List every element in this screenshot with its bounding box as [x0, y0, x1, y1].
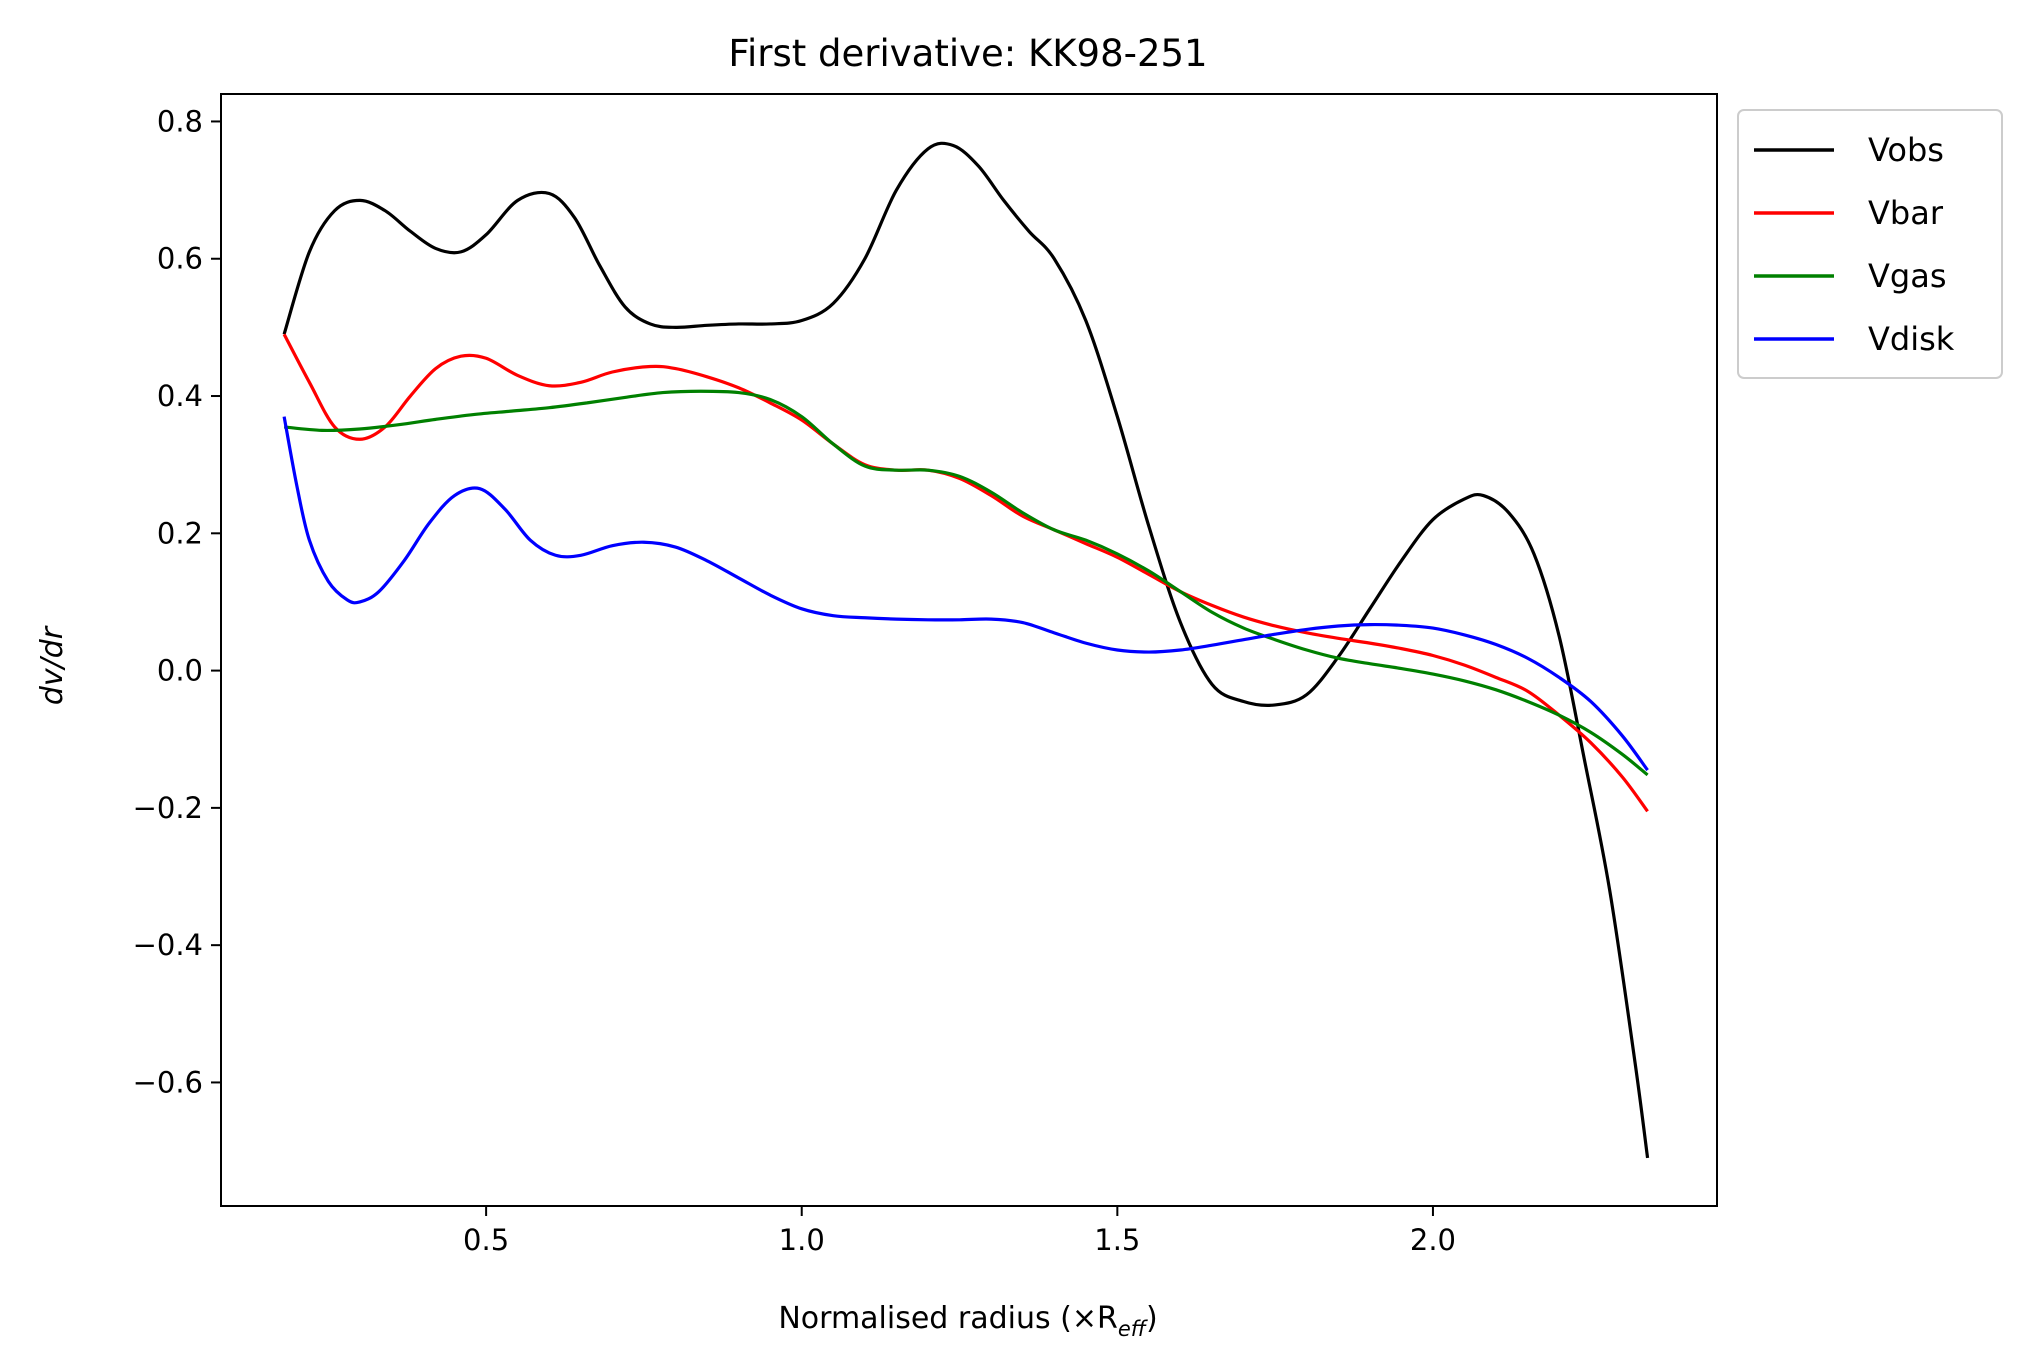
legend: Vobs Vbar Vgas Vdisk: [1737, 109, 2003, 379]
series-line-vdisk: [282, 416, 1649, 772]
legend-label-vbar: Vbar: [1868, 194, 1944, 232]
series-layer: [282, 141, 1650, 1159]
y-tick-label: −0.4: [133, 928, 203, 962]
y-axis: −0.6 −0.4 −0.2 0.0 0.2 0.4 0.6 0.8: [133, 104, 221, 1099]
y-tick-label: −0.6: [133, 1065, 203, 1099]
y-tick-label: 0.6: [157, 242, 203, 276]
y-tick-label: 0.4: [157, 379, 203, 413]
y-tick-label: 0.0: [157, 654, 203, 688]
legend-label-vobs: Vobs: [1868, 131, 1944, 169]
series-line-vobs: [282, 141, 1650, 1159]
y-tick-label: 0.8: [157, 104, 203, 138]
x-tick-label: 2.0: [1410, 1223, 1456, 1257]
x-axis-label-subscript: eff: [1118, 1317, 1149, 1341]
x-tick-label: 0.5: [463, 1223, 509, 1257]
legend-label-vdisk: Vdisk: [1868, 320, 1955, 358]
legend-label-vgas: Vgas: [1868, 257, 1946, 295]
y-tick-label: −0.2: [133, 791, 203, 825]
x-axis-label: Normalised radius (×Reff): [778, 1301, 1157, 1341]
plot-frame: [220, 93, 1718, 1207]
series-line-vbar: [282, 333, 1649, 813]
y-tick-label: 0.2: [157, 516, 203, 550]
x-axis-label-close: ): [1146, 1301, 1158, 1336]
series-line-vgas: [283, 389, 1649, 777]
x-tick-label: 1.5: [1094, 1223, 1140, 1257]
x-axis-label-main: Normalised radius (×R: [778, 1301, 1118, 1336]
y-axis-label: dv/dr: [35, 625, 70, 705]
x-axis: 0.5 1.0 1.5 2.0: [463, 1206, 1456, 1257]
legend-box: [1737, 109, 2003, 379]
chart-title: First derivative: KK98-251: [728, 32, 1207, 75]
x-tick-label: 1.0: [779, 1223, 825, 1257]
